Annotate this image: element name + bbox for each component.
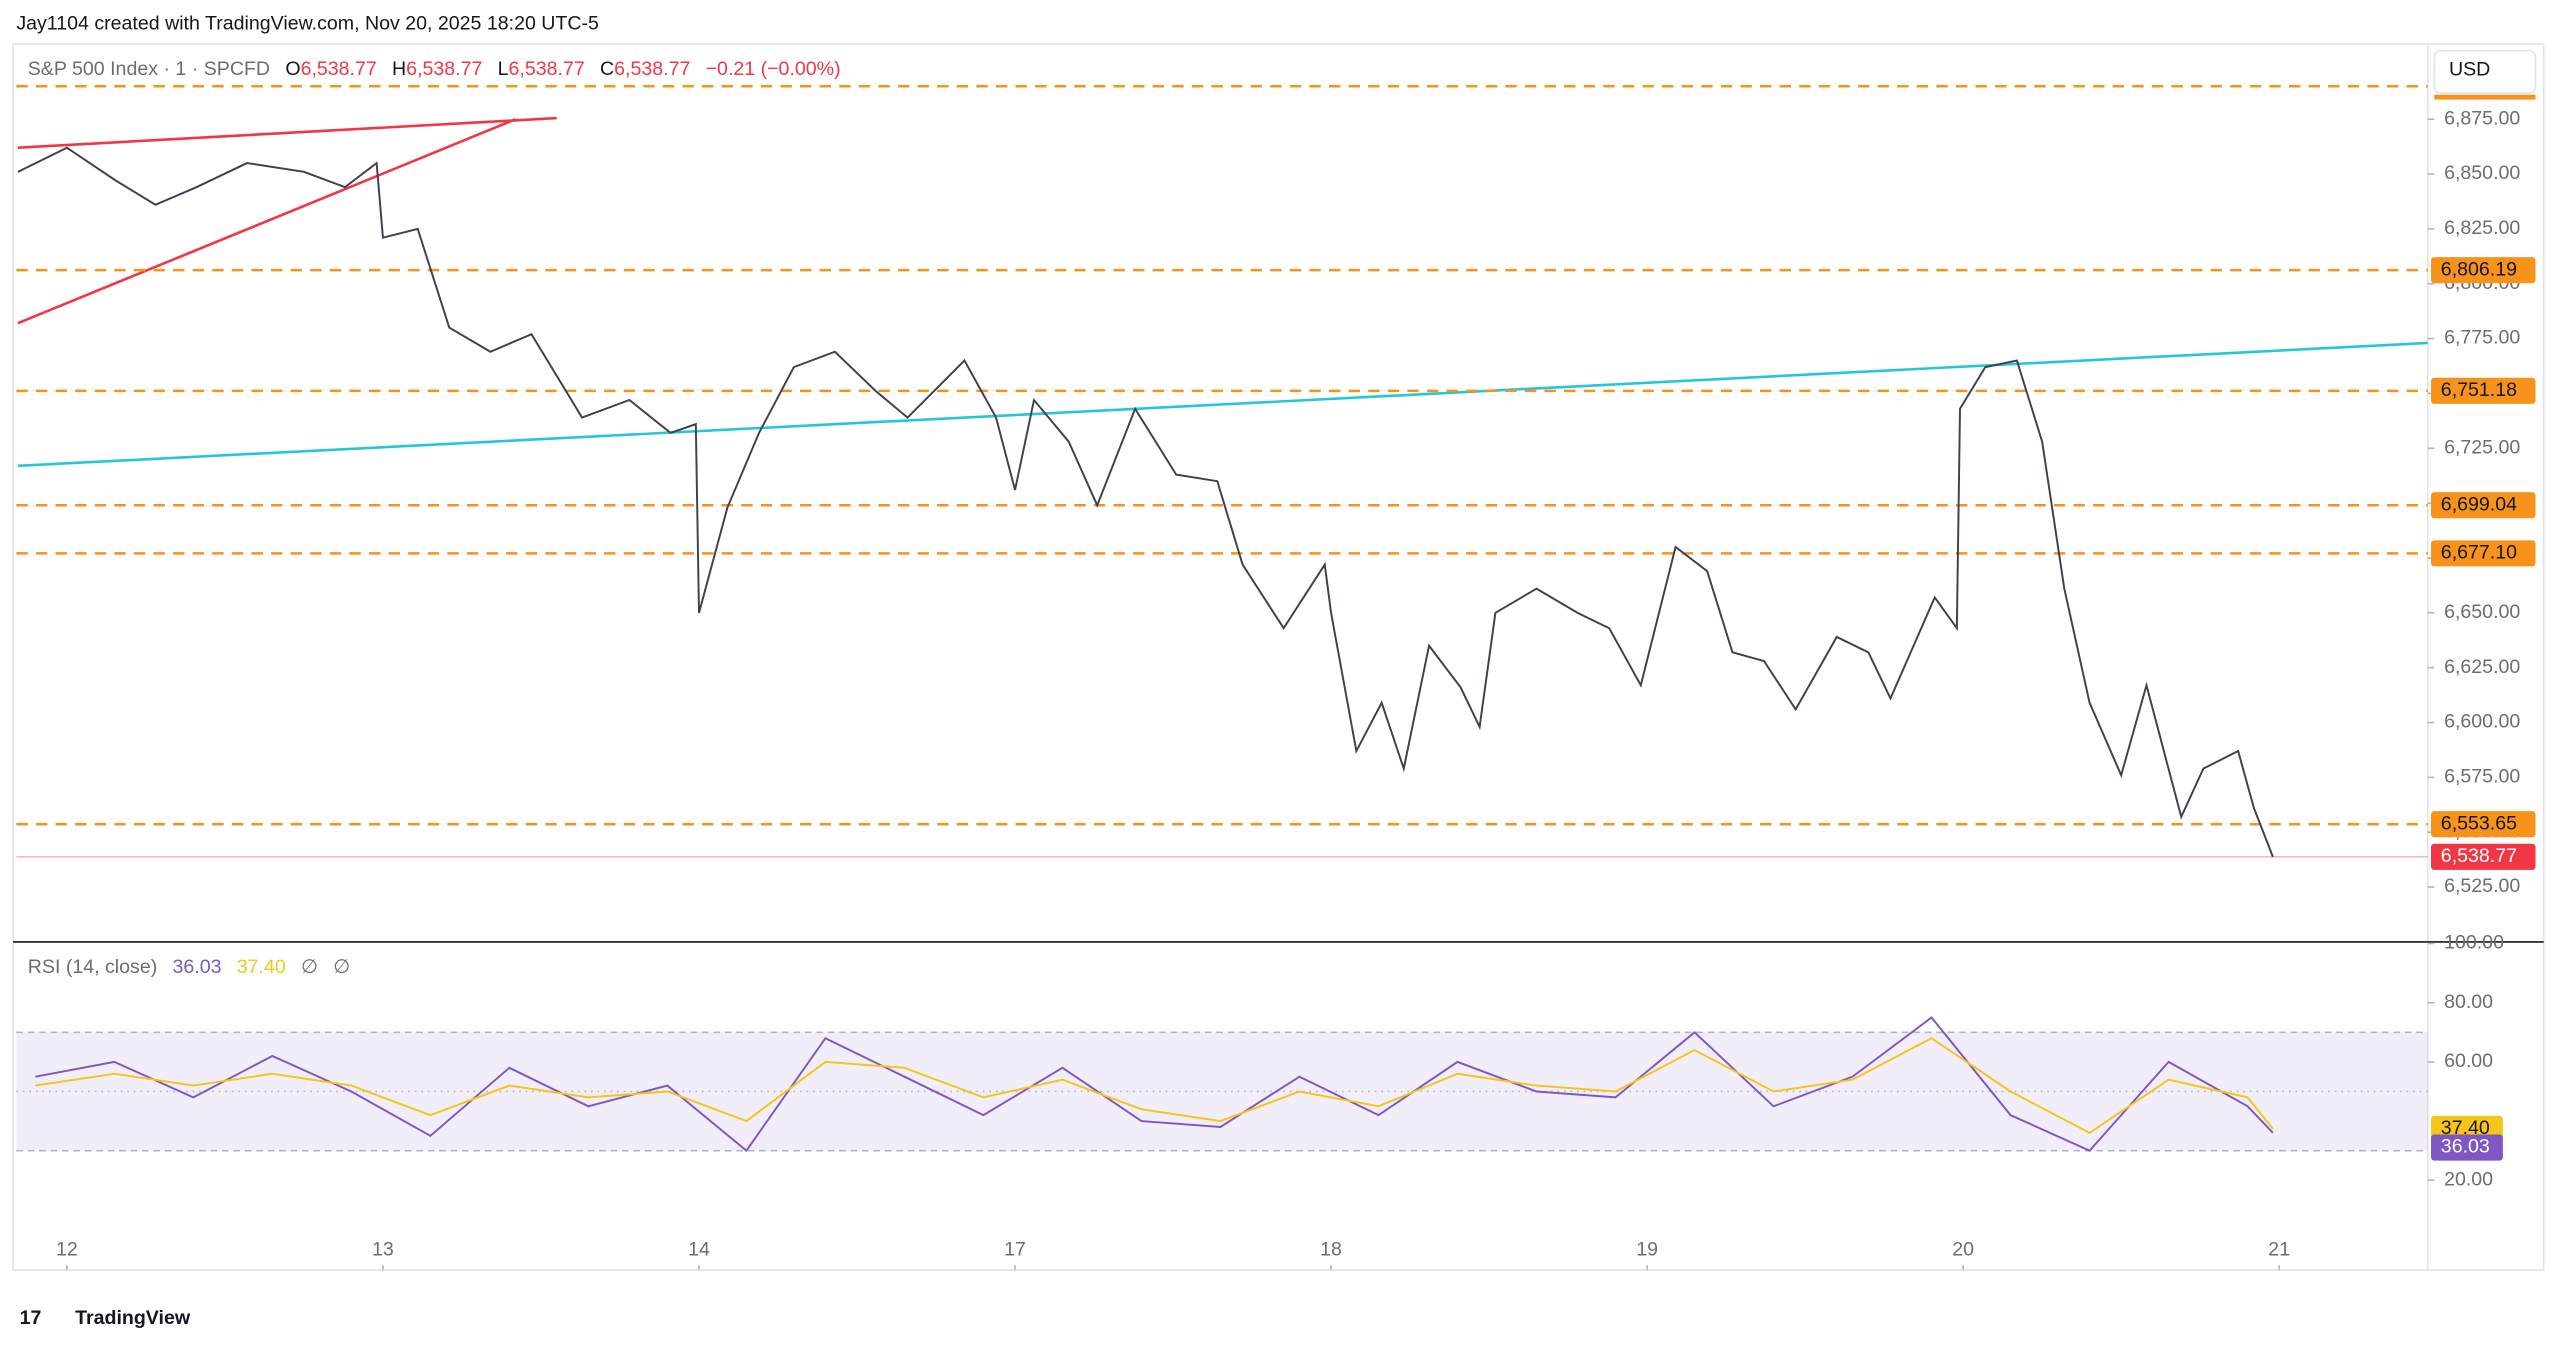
x-tick-label: 12: [56, 1239, 78, 1261]
logo-mark: 17: [20, 1307, 42, 1329]
rsi-title: RSI (14, close): [28, 956, 157, 978]
ohlc-value: 6,538.77: [301, 58, 377, 80]
ohlc-key: C: [600, 58, 614, 80]
level-tag: [2431, 540, 2536, 567]
ohlc-value: 6,538.77: [614, 58, 690, 80]
trend-line: [17, 117, 517, 325]
level-tag: [2431, 492, 2536, 519]
x-tick-label: 20: [1952, 1239, 1974, 1261]
currency-button[interactable]: [2433, 49, 2537, 94]
x-tick-label: 21: [2268, 1239, 2290, 1261]
rsi-ma-value: 37.40: [237, 956, 286, 978]
change: −0.21 (−0.00%): [706, 58, 841, 80]
last-price-tag: [2431, 843, 2536, 870]
y-tick-label: 60.00: [2444, 1050, 2493, 1072]
level-label: 6,699.04: [2441, 493, 2517, 515]
x-tick-label: 19: [1636, 1239, 1658, 1261]
ohlc-value: 6,538.77: [406, 58, 482, 80]
rsi-line: [35, 1037, 2274, 1135]
x-tick-label: 13: [372, 1239, 394, 1261]
rsi-ma-label: 37.40: [2441, 1117, 2490, 1139]
y-tick-label: 100.00: [2444, 932, 2504, 954]
y-tick-label: 20.00: [2444, 1168, 2493, 1190]
x-tick-label: 14: [688, 1239, 710, 1261]
y-tick-label: 6,825.00: [2444, 217, 2520, 239]
symbol: S&P 500 Index · 1 · SPCFD: [28, 58, 270, 80]
y-tick-label: 6,650.00: [2444, 601, 2520, 623]
ohlc-value: 6,538.77: [509, 58, 585, 80]
trend-line: [17, 116, 557, 150]
legend-symbol: ∅: [301, 956, 318, 978]
y-tick-label: 6,625.00: [2444, 656, 2520, 678]
ohlc-key: O: [285, 58, 300, 80]
chart-frame: [12, 43, 2545, 1271]
ohlc-key: L: [498, 58, 509, 80]
rsi-legend: RSI (14, close) 36.03 37.40 ∅ ∅: [28, 956, 351, 978]
currency[interactable]: USD: [2449, 58, 2490, 80]
y-tick-label: 6,525.00: [2444, 875, 2520, 897]
level-label: 6,553.65: [2441, 812, 2517, 834]
level-tag: [2431, 257, 2536, 284]
rsi-line: [35, 1016, 2274, 1153]
level-label: 6,677.10: [2441, 542, 2517, 564]
y-tick-label: 6,725.00: [2444, 436, 2520, 458]
logo: TradingView: [75, 1307, 191, 1329]
rsi-tag: [2431, 1134, 2503, 1161]
y-tick-label: 6,875.00: [2444, 107, 2520, 129]
legend-symbol: ∅: [333, 956, 350, 978]
last-price-label: 6,538.77: [2441, 845, 2517, 867]
y-tick-label: 6,775.00: [2444, 327, 2520, 349]
x-tick-label: 17: [1004, 1239, 1026, 1261]
x-tick-label: 18: [1320, 1239, 1342, 1261]
currency-underline: [2434, 94, 2536, 100]
ohlc-key: H: [392, 58, 406, 80]
level-label: 6,751.18: [2441, 379, 2517, 401]
y-tick-label: 6,850.00: [2444, 162, 2520, 184]
y-tick-label: 80.00: [2444, 991, 2493, 1013]
legend-line: S&P 500 Index · 1 · SPCFD O6,538.77 H6,5…: [28, 58, 841, 80]
y-tick-label: 6,600.00: [2444, 711, 2520, 733]
rsi-band: [16, 1032, 2428, 1151]
level-tag: [2431, 377, 2536, 404]
price-line: [17, 146, 2274, 858]
level-label: 6,806.19: [2441, 258, 2517, 280]
rsi-value: 36.03: [172, 956, 221, 978]
trend-line: [17, 341, 2428, 468]
rsi-label: 36.03: [2441, 1136, 2490, 1158]
y-tick-label: 6,575.00: [2444, 766, 2520, 788]
level-tag: [2431, 811, 2536, 838]
credit: Jay1104 created with TradingView.com, No…: [16, 13, 599, 35]
